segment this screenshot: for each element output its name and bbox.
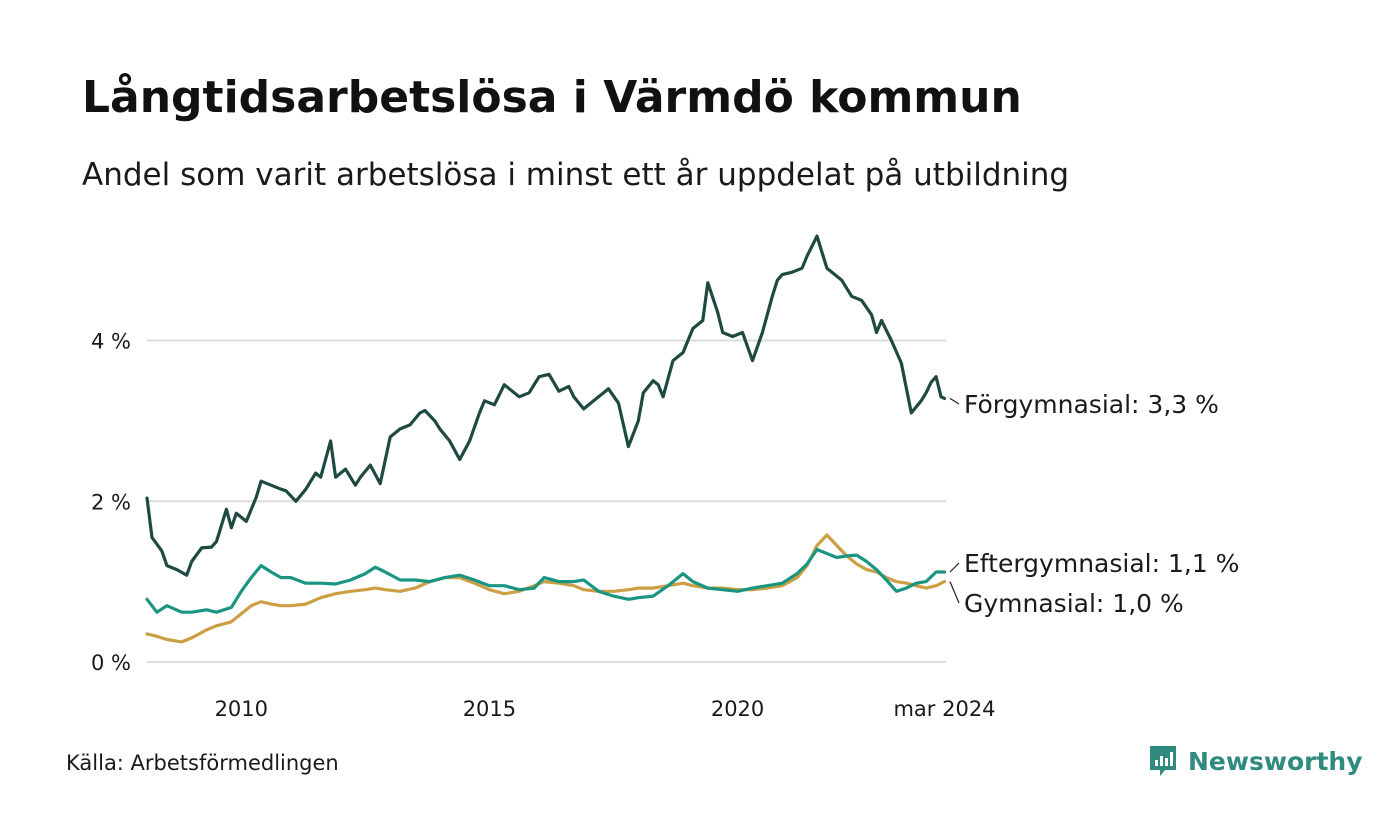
x-tick-label: 2010 (215, 697, 268, 721)
source-note: Källa: Arbetsförmedlingen (66, 751, 339, 775)
chart-title: Långtidsarbetslösa i Värmdö kommun (82, 72, 1022, 123)
series-end-label: Eftergymnasial: 1,1 % (964, 549, 1239, 578)
brand-name: Newsworthy (1188, 746, 1363, 776)
series-line-gymnasial (145, 533, 947, 644)
x-tick-label: 2015 (463, 697, 516, 721)
leader-line (949, 581, 960, 604)
chart-subtitle: Andel som varit arbetslösa i minst ett å… (82, 157, 1070, 193)
y-tick-label: 2 % (91, 490, 131, 514)
newsworthy-icon (1150, 746, 1176, 776)
x-tick-label: mar 2024 (893, 697, 995, 721)
series-line-eftergymnasial (145, 547, 947, 614)
y-tick-label: 4 % (91, 330, 131, 354)
series-line-förgymnasial (145, 234, 947, 577)
series-end-label: Gymnasial: 1,0 % (964, 589, 1184, 618)
series-end-label: Förgymnasial: 3,3 % (964, 390, 1219, 419)
leader-line (949, 562, 960, 573)
leader-line (949, 397, 960, 405)
x-tick-label: 2020 (711, 697, 764, 721)
y-tick-label: 0 % (91, 651, 131, 675)
brand-logo: Newsworthy (1148, 744, 1363, 778)
